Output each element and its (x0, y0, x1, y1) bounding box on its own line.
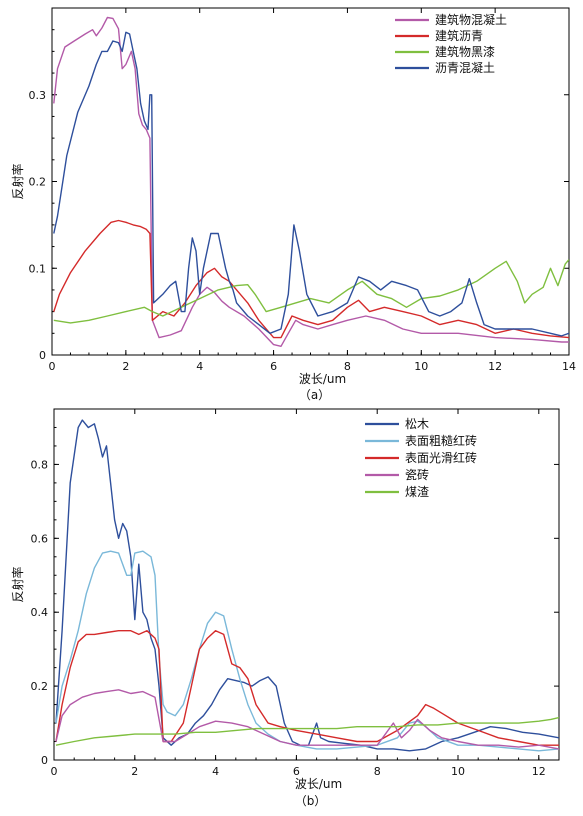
series-line-1 (55, 550, 559, 752)
x-tick-label: 4 (196, 360, 203, 373)
x-tick-label: 14 (562, 360, 576, 373)
x-tick-label: 0 (51, 765, 58, 778)
x-tick-label: 6 (270, 360, 277, 373)
legend-label-4: 煤渣 (405, 485, 429, 499)
legend-label-2: 表面光滑红砖 (405, 450, 477, 465)
legend-label-0: 建筑物混凝土 (435, 12, 507, 27)
series-line-1 (53, 219, 569, 339)
y-tick-label: 0.6 (31, 532, 49, 545)
y-tick-label: 0 (41, 754, 48, 767)
y-tick-label: 0.8 (31, 458, 49, 471)
x-axis-label: 波长/um (299, 372, 346, 386)
legend-label-1: 建筑沥青 (435, 28, 483, 43)
x-tick-label: 12 (488, 360, 502, 373)
x-tick-label: 8 (374, 765, 381, 778)
series-line-4 (55, 716, 559, 746)
x-tick-label: 0 (49, 360, 56, 373)
legend-label-1: 表面粗糙红砖 (405, 433, 477, 448)
y-tick-label: 0.2 (29, 176, 47, 189)
chart-panel-1: 0 2 4 6 8 10 12 0 0.2 0.4 0.6 0.8 松木表面粗糙红砖表面光滑红砖瓷砖煤渣… (10, 408, 560, 808)
legend-label-3: 沥青混凝土 (435, 60, 495, 75)
chart-panel-0: 0 2 4 6 8 10 12 14 0 0.1 0.2 0.3 建筑物混凝土建筑沥青建筑物黑漆沥青混凝… (10, 7, 576, 402)
x-axis-label: 波长/um (295, 777, 342, 791)
legend-label-3: 瓷砖 (405, 467, 429, 482)
series-line-2 (53, 259, 569, 324)
y-tick-label: 0.3 (29, 89, 47, 102)
y-axis-label: 反射率 (10, 163, 25, 199)
x-tick-label: 2 (131, 765, 138, 778)
y-tick-label: 0 (39, 349, 46, 362)
y-tick-label: 0.2 (31, 680, 49, 693)
legend-label-2: 建筑物黑漆 (435, 44, 495, 59)
plot-frame (53, 408, 560, 761)
x-tick-label: 4 (212, 765, 219, 778)
x-tick-label: 6 (293, 765, 300, 778)
x-tick-label: 12 (532, 765, 546, 778)
x-tick-label: 2 (122, 360, 129, 373)
panel-label: （b） (295, 794, 327, 808)
x-tick-label: 10 (451, 765, 465, 778)
y-axis-label: 反射率 (10, 566, 25, 602)
series-line-3 (55, 689, 559, 750)
y-tick-label: 0.4 (31, 606, 49, 619)
series-line-0 (55, 419, 559, 752)
y-tick-label: 0.1 (29, 262, 47, 275)
series-line-3 (53, 31, 569, 337)
panel-label: （a） (299, 388, 330, 402)
x-tick-label: 10 (414, 360, 428, 373)
x-tick-label: 8 (344, 360, 351, 373)
legend-label-0: 松木 (405, 417, 429, 431)
series-line-2 (55, 630, 559, 746)
